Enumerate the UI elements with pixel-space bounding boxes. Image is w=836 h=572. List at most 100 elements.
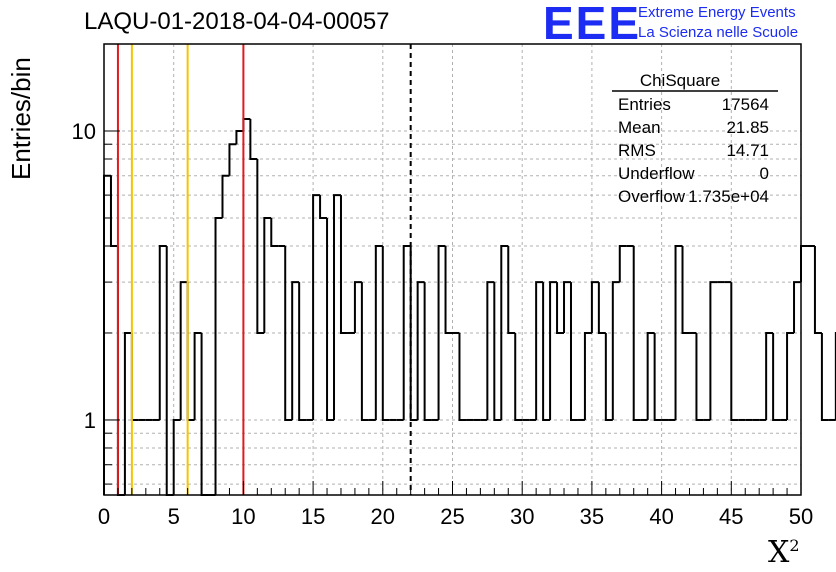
histogram-bin (772, 332, 781, 421)
histogram-bin (597, 282, 606, 334)
histogram-bin (514, 332, 523, 421)
stats-value-rms: 14.71 (726, 141, 769, 160)
histogram-bin (123, 331, 132, 495)
stats-label-mean: Mean (618, 118, 661, 137)
histogram-bin (820, 332, 829, 421)
histogram-bin (444, 245, 453, 334)
histogram-bin (709, 281, 718, 420)
stats-label-overflow: Overflow (618, 187, 686, 206)
stats-label-rms: RMS (618, 141, 656, 160)
histogram-bin (765, 331, 774, 420)
histogram-bin (319, 195, 328, 219)
histogram-bin (165, 245, 174, 496)
x-axis-label: X2 (768, 535, 800, 570)
eee-logo: EEE (543, 0, 642, 49)
histogram-bin (242, 118, 251, 131)
histogram-bin (339, 195, 348, 334)
stats-value-entries: 17564 (722, 95, 769, 114)
histogram-bin (813, 245, 822, 334)
histogram-bin (563, 281, 571, 333)
histogram-bin (681, 245, 690, 334)
stats-header: ChiSquare (640, 71, 720, 90)
histogram-bin (618, 244, 627, 283)
histogram-bin (786, 331, 795, 420)
x-tick-label: 30 (510, 504, 534, 529)
x-tick-label: 20 (371, 504, 395, 529)
histogram-bin (507, 245, 516, 334)
histogram-bin (632, 245, 641, 421)
histogram-bin (298, 282, 307, 421)
histogram-bin (235, 129, 244, 145)
histogram-bin (695, 332, 704, 421)
histogram-bin (130, 332, 139, 421)
histogram-bin (193, 331, 202, 420)
histogram-bin (402, 244, 411, 420)
histogram-bin (569, 282, 578, 421)
x-tick-label: 35 (580, 504, 604, 529)
x-tick-label: 40 (649, 504, 673, 529)
stats-label-underflow: Underflow (618, 164, 695, 183)
histogram-bin (103, 174, 111, 495)
histogram-bin (214, 216, 223, 495)
histogram-bin (793, 281, 801, 333)
histogram-bin (590, 281, 599, 333)
histogram-bin (284, 245, 293, 421)
histogram-bin (604, 332, 613, 421)
histogram-bin (535, 281, 544, 420)
x-tick-label: 15 (301, 504, 325, 529)
x-tick-label: 50 (789, 504, 813, 529)
histogram-bin (500, 244, 509, 420)
histogram-bin (291, 281, 300, 420)
x-tick-label: 25 (440, 504, 464, 529)
histogram-bin (458, 332, 467, 421)
logo-line-1: Extreme Energy Events (638, 4, 796, 21)
histogram-bin (416, 281, 425, 420)
histogram-bin (646, 331, 655, 420)
histogram-bin (549, 281, 558, 420)
histogram-bin (353, 281, 362, 333)
y-tick-label: 10 (72, 119, 96, 144)
histogram-bin (583, 331, 592, 420)
histogram-bin (200, 332, 209, 496)
histogram-bin (653, 332, 662, 421)
histogram-bin (172, 418, 181, 495)
stats-value-mean: 21.85 (726, 118, 769, 137)
histogram-bin (542, 282, 551, 421)
histogram-bin (109, 175, 118, 247)
stats-value-underflow: 0 (760, 164, 769, 183)
histogram-bin (270, 217, 279, 247)
histogram-bin (674, 244, 683, 420)
x-tick-label: 5 (168, 504, 180, 529)
histogram-bin (374, 244, 383, 420)
stats-label-entries: Entries (618, 95, 671, 114)
x-tick-label: 10 (231, 504, 255, 529)
histogram-bin (312, 194, 321, 420)
logo-line-2: La Scienza nelle Scuole (638, 24, 799, 41)
chart-title: LAQU-01-2018-04-04-00057 (84, 8, 390, 35)
x-tick-label: 45 (719, 504, 743, 529)
histogram-bin (556, 282, 565, 334)
stats-value-overflow: 1.735e+04 (688, 187, 769, 206)
histogram-bin (730, 282, 739, 421)
histogram-bin (221, 174, 230, 218)
histogram-bin (158, 244, 167, 420)
histogram-bin (256, 158, 265, 334)
histogram-bin (800, 244, 808, 283)
histogram-bin (493, 282, 502, 421)
histogram-bin (423, 282, 432, 421)
histogram-bin (611, 281, 620, 420)
histogram-bin (437, 244, 446, 420)
histogram-bin (360, 282, 369, 421)
histogram-bin (179, 281, 188, 420)
histogram-bin (249, 119, 258, 160)
histogram-bin (263, 216, 272, 333)
histogram-bin (326, 217, 335, 421)
histogram-bin (116, 245, 125, 496)
histogram-bin (486, 281, 495, 420)
histogram-bin (409, 245, 418, 421)
histogram-bin (381, 245, 390, 421)
y-tick-label: 1 (84, 408, 96, 433)
histogram-bin (228, 143, 237, 176)
histogram-bin (186, 282, 195, 421)
